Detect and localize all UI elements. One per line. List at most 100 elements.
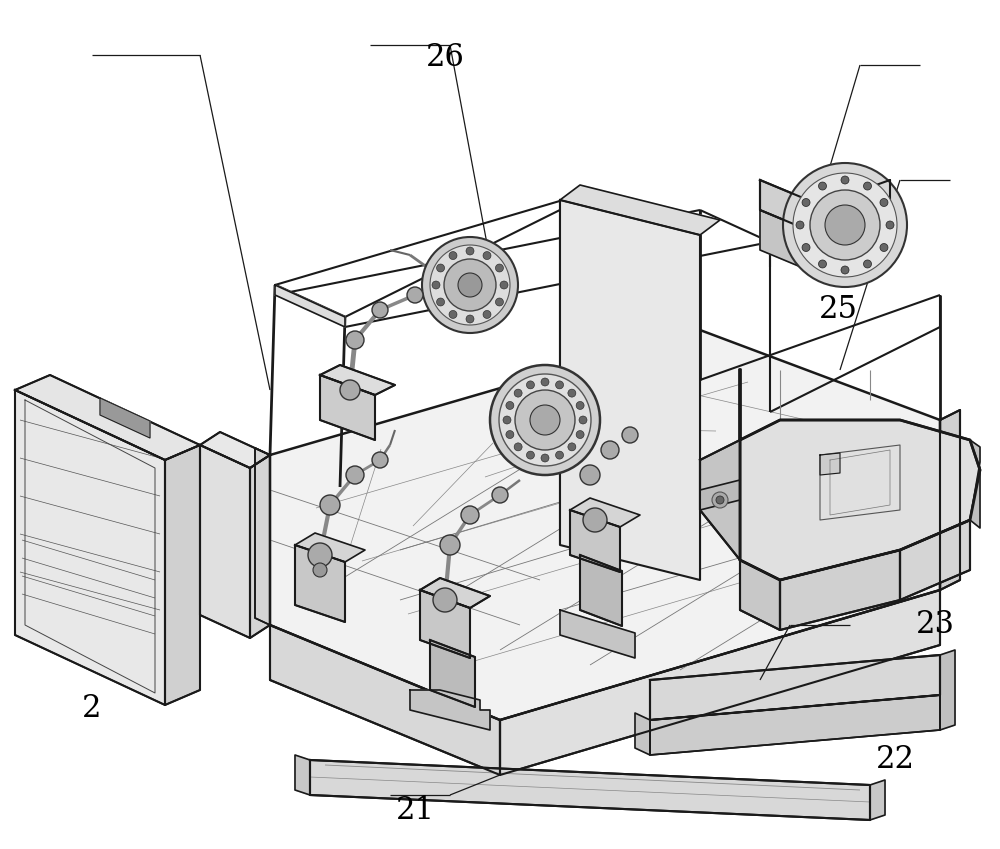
Circle shape — [802, 199, 810, 206]
Circle shape — [579, 416, 587, 424]
Circle shape — [340, 380, 360, 400]
Polygon shape — [940, 410, 960, 590]
Polygon shape — [410, 690, 490, 730]
Circle shape — [783, 163, 907, 287]
Circle shape — [449, 311, 457, 318]
Circle shape — [506, 402, 514, 409]
Circle shape — [492, 487, 508, 503]
Circle shape — [444, 259, 496, 311]
Polygon shape — [295, 755, 310, 795]
Circle shape — [541, 378, 549, 386]
Polygon shape — [650, 655, 940, 720]
Circle shape — [346, 466, 364, 484]
Circle shape — [580, 465, 600, 485]
Circle shape — [583, 508, 607, 532]
Polygon shape — [295, 545, 345, 622]
Circle shape — [864, 260, 872, 268]
Polygon shape — [310, 760, 870, 820]
Polygon shape — [165, 445, 200, 705]
Polygon shape — [15, 390, 165, 705]
Circle shape — [490, 365, 600, 475]
Circle shape — [483, 251, 491, 260]
Circle shape — [430, 245, 510, 325]
Circle shape — [346, 331, 364, 349]
Circle shape — [495, 264, 503, 272]
Polygon shape — [760, 210, 820, 275]
Circle shape — [440, 535, 460, 555]
Polygon shape — [270, 330, 940, 720]
Circle shape — [483, 311, 491, 318]
Circle shape — [880, 199, 888, 206]
Polygon shape — [780, 550, 900, 630]
Circle shape — [495, 298, 503, 306]
Polygon shape — [820, 453, 840, 475]
Circle shape — [458, 273, 482, 297]
Circle shape — [793, 173, 897, 277]
Circle shape — [432, 281, 440, 289]
Circle shape — [526, 451, 534, 459]
Polygon shape — [760, 180, 890, 235]
Polygon shape — [570, 498, 640, 527]
Polygon shape — [700, 480, 740, 510]
Polygon shape — [250, 455, 270, 638]
Circle shape — [568, 389, 576, 397]
Circle shape — [503, 416, 511, 424]
Text: 2: 2 — [82, 694, 102, 724]
Circle shape — [841, 176, 849, 184]
Circle shape — [841, 266, 849, 274]
Circle shape — [372, 452, 388, 468]
Polygon shape — [740, 370, 980, 580]
Circle shape — [500, 281, 508, 289]
Polygon shape — [15, 375, 200, 460]
Polygon shape — [200, 432, 270, 468]
Text: 25: 25 — [818, 295, 858, 325]
Text: 22: 22 — [876, 745, 914, 775]
Polygon shape — [970, 440, 980, 528]
Circle shape — [515, 390, 575, 450]
Circle shape — [568, 443, 576, 451]
Circle shape — [466, 247, 474, 255]
Circle shape — [407, 287, 423, 303]
Polygon shape — [270, 625, 500, 775]
Polygon shape — [820, 210, 890, 275]
Circle shape — [796, 221, 804, 229]
Polygon shape — [560, 200, 700, 580]
Circle shape — [622, 427, 638, 443]
Circle shape — [372, 302, 388, 318]
Circle shape — [864, 182, 872, 190]
Circle shape — [716, 496, 724, 504]
Text: 23: 23 — [916, 609, 954, 639]
Polygon shape — [700, 440, 740, 560]
Polygon shape — [560, 185, 720, 235]
Polygon shape — [275, 285, 345, 327]
Polygon shape — [870, 780, 885, 820]
Polygon shape — [500, 590, 940, 775]
Circle shape — [541, 454, 549, 462]
Polygon shape — [740, 560, 780, 630]
Circle shape — [308, 543, 332, 567]
Circle shape — [320, 495, 340, 515]
Circle shape — [514, 389, 522, 397]
Polygon shape — [255, 448, 270, 625]
Circle shape — [825, 205, 865, 245]
Circle shape — [499, 374, 591, 466]
Text: 21: 21 — [396, 796, 434, 826]
Circle shape — [514, 443, 522, 451]
Polygon shape — [940, 650, 955, 730]
Circle shape — [576, 430, 584, 439]
Circle shape — [433, 588, 457, 612]
Circle shape — [556, 451, 564, 459]
Polygon shape — [900, 520, 970, 600]
Text: 26: 26 — [426, 42, 464, 73]
Circle shape — [437, 264, 445, 272]
Polygon shape — [580, 555, 622, 626]
Circle shape — [530, 405, 560, 435]
Polygon shape — [420, 578, 490, 608]
Circle shape — [818, 182, 826, 190]
Circle shape — [818, 260, 826, 268]
Polygon shape — [320, 365, 395, 395]
Polygon shape — [650, 695, 940, 755]
Circle shape — [466, 315, 474, 323]
Polygon shape — [570, 510, 620, 572]
Circle shape — [886, 221, 894, 229]
